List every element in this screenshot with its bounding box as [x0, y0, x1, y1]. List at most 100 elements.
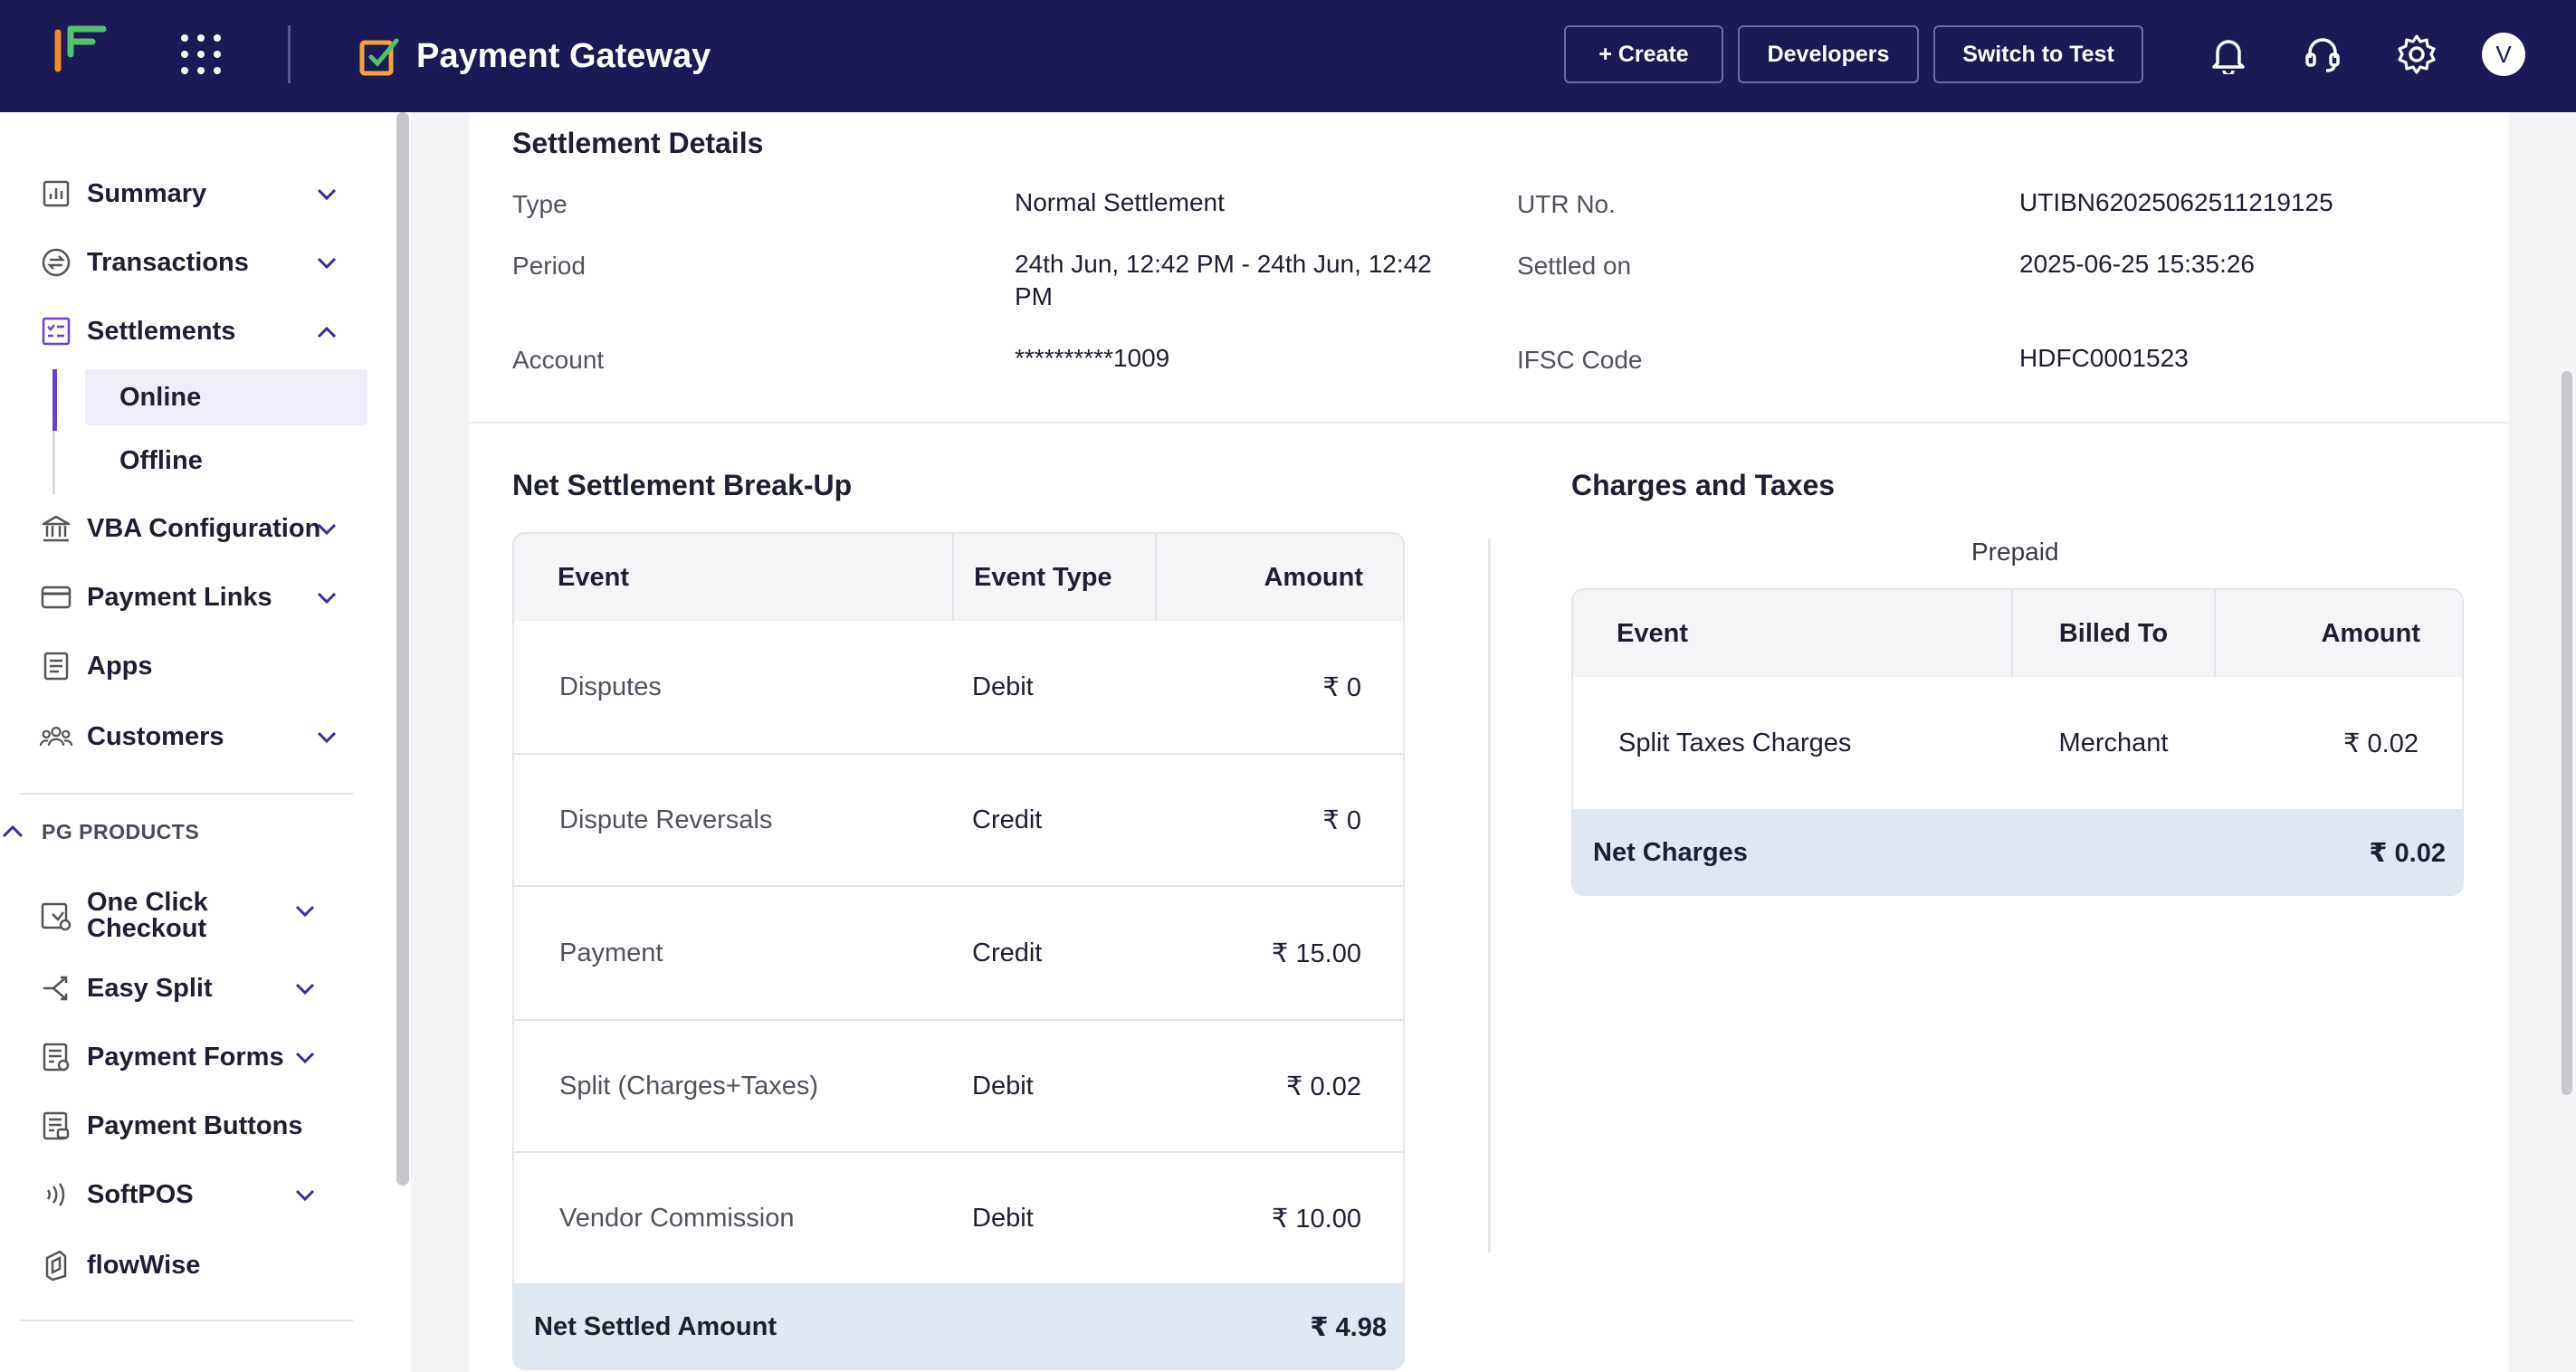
breakup-table: Event Event Type Amount Disputes Debit ₹…	[512, 532, 1405, 1370]
product-title: Payment Gateway	[416, 36, 711, 75]
column-header-event: Event	[514, 534, 952, 621]
bank-icon	[40, 512, 72, 545]
navbar-divider	[288, 25, 291, 83]
row-amount: ₹ 0	[1322, 805, 1361, 835]
chevron-down-icon[interactable]	[313, 516, 340, 543]
ifsc-label: IFSC Code	[1517, 346, 1643, 374]
product-switcher[interactable]: Payment Gateway	[358, 33, 711, 80]
row-event-type: Debit	[972, 1071, 1034, 1100]
chevron-down-icon[interactable]	[313, 181, 340, 208]
charges-title: Charges and Taxes	[1571, 469, 1836, 501]
chevron-down-icon[interactable]	[291, 1182, 319, 1209]
row-event: Payment	[559, 938, 663, 967]
apps-grid-icon[interactable]	[181, 34, 221, 74]
section-divider	[469, 422, 2509, 424]
user-avatar[interactable]: V	[2482, 33, 2525, 76]
sidebar-item-summary[interactable]: Summary	[40, 168, 206, 219]
chevron-down-icon[interactable]	[291, 976, 319, 1003]
ifsc-value: HDFC0001523	[2019, 344, 2189, 372]
form-icon	[40, 1041, 72, 1073]
row-amount: ₹ 15.00	[1271, 938, 1361, 968]
sidebar-item-transactions[interactable]: Transactions	[40, 237, 249, 288]
sidebar-item-vba-configuration[interactable]: VBA Configuration	[40, 503, 320, 554]
row-divider	[514, 885, 1403, 887]
settled-on-label: Settled on	[1517, 252, 1632, 280]
row-amount: ₹ 0	[1322, 672, 1361, 702]
row-divider	[514, 1151, 1403, 1153]
notifications-bell-icon[interactable]	[2205, 31, 2252, 78]
net-settled-row: Net Settled Amount ₹ 4.98	[514, 1283, 1403, 1368]
split-icon	[40, 972, 72, 1005]
switch-to-test-button[interactable]: Switch to Test	[1933, 25, 2143, 83]
sidebar-item-apps[interactable]: Apps	[40, 641, 153, 691]
apps-doc-icon	[40, 650, 72, 682]
sidebar-item-easy-split[interactable]: Easy Split	[40, 963, 213, 1014]
breakup-title: Net Settlement Break-Up	[512, 469, 853, 501]
chevron-down-icon[interactable]	[291, 898, 319, 925]
utr-value: UTIBN62025062511219125	[2019, 188, 2333, 216]
top-navbar: Payment Gateway + Create Developers Swit…	[0, 0, 2576, 112]
net-charges-label: Net Charges	[1593, 837, 1748, 867]
net-charges-amount: ₹ 0.02	[2369, 838, 2446, 868]
row-event: Dispute Reversals	[559, 805, 773, 834]
row-event-type: Credit	[972, 938, 1043, 967]
create-button[interactable]: + Create	[1564, 25, 1723, 83]
users-icon	[40, 720, 72, 753]
row-billed-to: Merchant	[2058, 728, 2169, 757]
charges-subtitle: Prepaid	[1971, 538, 2059, 566]
card-icon	[40, 581, 72, 614]
sidebar-item-softpos[interactable]: SoftPOS	[40, 1169, 194, 1220]
settings-gear-icon[interactable]	[2393, 31, 2440, 78]
sidebar-divider	[20, 1320, 353, 1321]
submenu-active-indicator	[52, 369, 57, 431]
flow-icon	[40, 1249, 72, 1281]
utr-label: UTR No.	[1517, 190, 1616, 218]
sidebar-item-flowwise[interactable]: flowWise	[40, 1240, 200, 1291]
sidebar-item-settlements[interactable]: Settlements	[40, 306, 235, 357]
sidebar-item-one-click-checkout[interactable]: One Click Checkout	[40, 883, 208, 948]
chevron-down-icon[interactable]	[313, 724, 340, 751]
payment-gateway-icon	[359, 38, 399, 76]
sidebar-item-payment-forms[interactable]: Payment Forms	[40, 1032, 284, 1082]
period-value: 24th Jun, 12:42 PM - 24th Jun, 12:42 PM	[1015, 248, 1432, 313]
column-header-event-type: Event Type	[954, 534, 1155, 621]
column-separator	[2011, 590, 2013, 677]
sidebar-divider	[20, 793, 353, 795]
sidebar-subitem-offline[interactable]: Offline	[119, 445, 203, 475]
sidebar-scrollbar[interactable]	[396, 112, 409, 1186]
chart-icon	[40, 177, 72, 210]
company-logo-icon[interactable]	[51, 24, 107, 74]
settlements-icon	[40, 315, 72, 348]
sidebar-item-payment-links[interactable]: Payment Links	[40, 572, 272, 623]
type-label: Type	[512, 190, 568, 218]
page-scrollbar[interactable]	[2562, 371, 2572, 1095]
period-value-line2: PM	[1015, 282, 1053, 310]
type-value: Normal Settlement	[1015, 188, 1225, 216]
sidebar-item-payment-buttons[interactable]: Payment Buttons	[40, 1100, 302, 1151]
support-headset-icon[interactable]	[2299, 31, 2346, 78]
sidebar-section-title: PG PRODUCTS	[42, 820, 200, 843]
account-label: Account	[512, 346, 605, 374]
sidebar-item-customers[interactable]: Customers	[40, 711, 224, 762]
chevron-up-icon[interactable]	[2, 818, 24, 845]
column-header-amount: Amount	[1157, 534, 1403, 621]
row-event-type: Credit	[972, 805, 1043, 834]
column-header-billed-to: Billed To	[2013, 590, 2214, 677]
net-settled-amount: ₹ 4.98	[1310, 1312, 1387, 1342]
developers-button[interactable]: Developers	[1738, 25, 1919, 83]
button-form-icon	[40, 1110, 72, 1142]
column-header-amount: Amount	[2216, 590, 2462, 677]
chevron-down-icon[interactable]	[313, 250, 340, 277]
checkout-icon	[40, 900, 72, 932]
chevron-down-icon[interactable]	[291, 1044, 319, 1072]
sidebar-subitem-online[interactable]: Online	[85, 369, 367, 425]
row-event: Disputes	[559, 672, 662, 701]
net-charges-row: Net Charges ₹ 0.02	[1573, 809, 2462, 894]
row-event-type: Debit	[972, 672, 1034, 701]
transactions-icon	[40, 246, 72, 279]
settled-on-value: 2025-06-25 15:35:26	[2019, 250, 2255, 278]
chevron-up-icon[interactable]	[313, 319, 340, 346]
row-event: Vendor Commission	[559, 1203, 795, 1233]
chevron-down-icon[interactable]	[313, 585, 340, 612]
submenu-line	[52, 369, 55, 494]
